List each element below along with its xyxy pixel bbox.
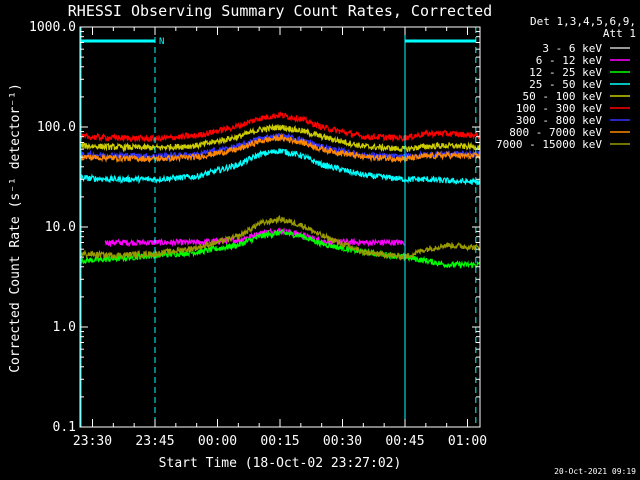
y-tick-label: 100.0 — [37, 120, 76, 135]
y-axis-ticks: 1000.0 100.0 10.0 1.0 0.1 — [29, 20, 480, 435]
y-tick-label: 1.0 — [53, 320, 76, 335]
night-marker-label: N — [159, 37, 164, 47]
series-line-800-7000-kev — [79, 133, 481, 164]
series-line-25-50-kev — [79, 148, 481, 186]
x-axis-ticks: 23:30 23:45 00:00 00:15 00:30 00:45 01:00 — [73, 27, 487, 449]
legend-label-25-50-kev: 25 - 50 keV — [529, 78, 602, 91]
x-tick-label: 00:15 — [260, 434, 299, 449]
footer-timestamp: 20-Oct-2021 09:19 — [554, 467, 636, 476]
legend-label-12-25-kev: 12 - 25 keV — [529, 66, 602, 79]
series-line-3-6-kev — [154, 261, 377, 330]
data-traces — [79, 110, 481, 330]
chart-title: RHESSI Observing Summary Count Rates, Co… — [68, 2, 492, 20]
y-tick-label: 0.1 — [53, 420, 76, 435]
legend-label-6-12-kev: 6 - 12 keV — [536, 54, 603, 67]
y-axis-label: Corrected Count Rate (s⁻¹ detector⁻¹) — [8, 83, 23, 373]
y-tick-label: 10.0 — [45, 220, 76, 235]
legend-header-line-1: Det 1,3,4,5,6,9, — [530, 15, 636, 28]
x-tick-label: 00:00 — [198, 434, 237, 449]
series-line-100-300-kev — [79, 110, 481, 144]
legend-label-800-7000-kev: 800 - 7000 keV — [509, 126, 602, 139]
x-tick-label: 00:30 — [323, 434, 362, 449]
series-line-50-100-kev — [79, 123, 481, 153]
legend-label-3-6-kev: 3 - 6 keV — [542, 42, 602, 55]
x-tick-label: 00:45 — [385, 434, 424, 449]
x-tick-label: 23:30 — [73, 434, 112, 449]
series-line-12-25-kev — [79, 228, 481, 269]
legend-header-line-2: Att 1 — [603, 27, 636, 40]
series-line-7000-15000-kev — [79, 215, 481, 262]
legend-label-100-300-kev: 100 - 300 keV — [516, 102, 602, 115]
x-tick-label: 01:00 — [448, 434, 487, 449]
x-tick-label: 23:45 — [135, 434, 174, 449]
legend-label-300-800-kev: 300 - 800 keV — [516, 114, 602, 127]
y-tick-label: 1000.0 — [29, 20, 76, 35]
legend-label-50-100-kev: 50 - 100 keV — [523, 90, 603, 103]
legend-label-7000-15000-kev: 7000 - 15000 keV — [496, 138, 602, 151]
legend-header: Det 1,3,4,5,6,9, Att 1 — [530, 15, 636, 40]
x-axis-label: Start Time (18-Oct-02 23:27:02) — [159, 456, 402, 471]
